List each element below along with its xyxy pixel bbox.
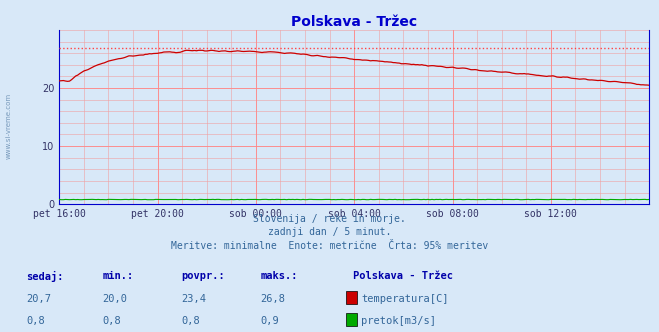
Text: 20,7: 20,7 bbox=[26, 294, 51, 304]
Title: Polskava - Tržec: Polskava - Tržec bbox=[291, 15, 417, 29]
Text: Slovenija / reke in morje.: Slovenija / reke in morje. bbox=[253, 214, 406, 224]
Text: 0,9: 0,9 bbox=[260, 316, 279, 326]
Text: Polskava - Tržec: Polskava - Tržec bbox=[353, 271, 453, 281]
Text: 0,8: 0,8 bbox=[26, 316, 45, 326]
Text: 0,8: 0,8 bbox=[102, 316, 121, 326]
Text: 20,0: 20,0 bbox=[102, 294, 127, 304]
Text: 0,8: 0,8 bbox=[181, 316, 200, 326]
Text: temperatura[C]: temperatura[C] bbox=[361, 294, 449, 304]
Text: povpr.:: povpr.: bbox=[181, 271, 225, 281]
Text: pretok[m3/s]: pretok[m3/s] bbox=[361, 316, 436, 326]
Text: maks.:: maks.: bbox=[260, 271, 298, 281]
Text: 26,8: 26,8 bbox=[260, 294, 285, 304]
Text: 23,4: 23,4 bbox=[181, 294, 206, 304]
Text: www.si-vreme.com: www.si-vreme.com bbox=[5, 93, 12, 159]
Text: min.:: min.: bbox=[102, 271, 133, 281]
Text: zadnji dan / 5 minut.: zadnji dan / 5 minut. bbox=[268, 227, 391, 237]
Text: sedaj:: sedaj: bbox=[26, 271, 64, 282]
Text: Meritve: minimalne  Enote: metrične  Črta: 95% meritev: Meritve: minimalne Enote: metrične Črta:… bbox=[171, 241, 488, 251]
